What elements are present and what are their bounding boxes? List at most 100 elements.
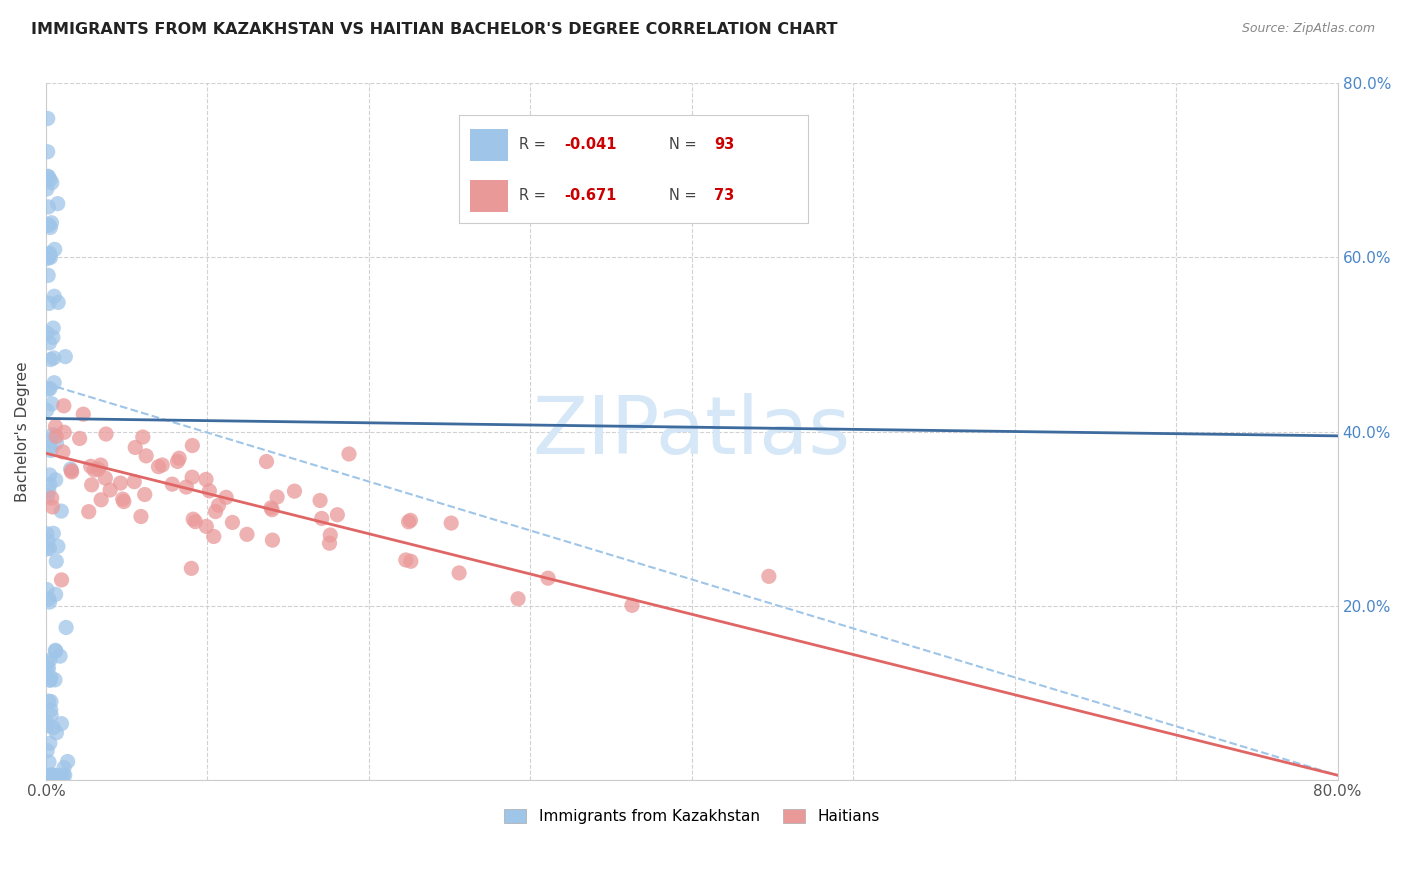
Point — [202, 529, 225, 543]
Point — [72, 407, 94, 421]
Point — [35, 582, 58, 597]
Point — [256, 454, 278, 468]
Point — [45, 435, 67, 450]
Point — [195, 472, 218, 486]
Point — [42, 768, 65, 782]
Point — [148, 459, 170, 474]
Point — [132, 430, 155, 444]
Point — [44, 768, 66, 782]
Point — [39, 382, 62, 396]
Point — [39, 443, 62, 458]
Point — [112, 494, 135, 508]
Point — [758, 569, 780, 583]
Point — [35, 662, 58, 676]
Point — [150, 458, 173, 472]
Point — [39, 220, 62, 235]
Point — [129, 509, 152, 524]
Point — [38, 477, 60, 491]
Point — [134, 487, 156, 501]
Point — [260, 500, 283, 515]
Point — [39, 673, 62, 687]
Point — [80, 459, 103, 474]
Point — [122, 475, 145, 489]
Point — [39, 768, 62, 782]
Point — [35, 526, 58, 541]
Point — [42, 721, 65, 735]
Point — [39, 768, 62, 782]
Point — [45, 644, 67, 658]
Point — [46, 539, 69, 553]
Point — [52, 399, 75, 413]
Point — [35, 403, 58, 417]
Point — [98, 483, 121, 497]
Point — [38, 246, 60, 260]
Point — [51, 716, 73, 731]
Point — [38, 250, 60, 264]
Point — [37, 656, 59, 670]
Text: Source: ZipAtlas.com: Source: ZipAtlas.com — [1241, 22, 1375, 36]
Point — [309, 493, 332, 508]
Point — [37, 200, 59, 214]
Point — [38, 218, 60, 232]
Point — [207, 498, 229, 512]
Point — [37, 112, 59, 126]
Point — [204, 504, 226, 518]
Point — [52, 445, 75, 459]
Point — [39, 352, 62, 367]
Point — [41, 216, 63, 230]
Point — [52, 768, 75, 782]
Point — [87, 462, 110, 476]
Point — [398, 515, 420, 529]
Point — [319, 528, 342, 542]
Point — [38, 247, 60, 261]
Point — [39, 251, 62, 265]
Point — [318, 536, 340, 550]
Point — [94, 427, 117, 442]
Point — [124, 441, 146, 455]
Point — [39, 708, 62, 723]
Point — [38, 591, 60, 606]
Point — [44, 289, 66, 303]
Point — [45, 473, 67, 487]
Point — [37, 169, 59, 184]
Point — [42, 427, 65, 442]
Point — [53, 350, 76, 364]
Point — [37, 169, 59, 184]
Point — [37, 694, 59, 708]
Point — [45, 429, 67, 443]
Point — [42, 330, 65, 344]
Point — [399, 513, 422, 527]
Point — [53, 761, 76, 775]
Point — [262, 533, 284, 548]
Point — [37, 661, 59, 675]
Point — [35, 541, 58, 556]
Point — [41, 500, 63, 514]
Point — [53, 768, 76, 782]
Point — [195, 519, 218, 533]
Point — [35, 719, 58, 733]
Text: IMMIGRANTS FROM KAZAKHSTAN VS HAITIAN BACHELOR'S DEGREE CORRELATION CHART: IMMIGRANTS FROM KAZAKHSTAN VS HAITIAN BA… — [31, 22, 838, 37]
Point — [537, 571, 560, 585]
Point — [41, 176, 63, 190]
Point — [37, 249, 59, 263]
Point — [39, 703, 62, 717]
Point — [35, 326, 58, 340]
Point — [51, 504, 73, 518]
Point — [38, 653, 60, 667]
Point — [41, 768, 63, 782]
Point — [337, 447, 360, 461]
Point — [60, 464, 83, 478]
Point — [56, 755, 79, 769]
Point — [44, 643, 66, 657]
Point — [53, 425, 76, 440]
Point — [167, 451, 190, 466]
Point — [221, 516, 243, 530]
Point — [83, 463, 105, 477]
Text: ZIPatlas: ZIPatlas — [533, 392, 851, 470]
Point — [38, 296, 60, 310]
Point — [44, 376, 66, 390]
Point — [41, 397, 63, 411]
Point — [37, 489, 59, 503]
Point — [181, 470, 204, 484]
Point — [395, 553, 418, 567]
